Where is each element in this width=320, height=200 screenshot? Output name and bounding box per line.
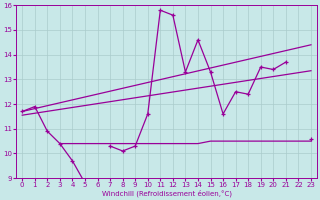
- X-axis label: Windchill (Refroidissement éolien,°C): Windchill (Refroidissement éolien,°C): [101, 190, 232, 197]
